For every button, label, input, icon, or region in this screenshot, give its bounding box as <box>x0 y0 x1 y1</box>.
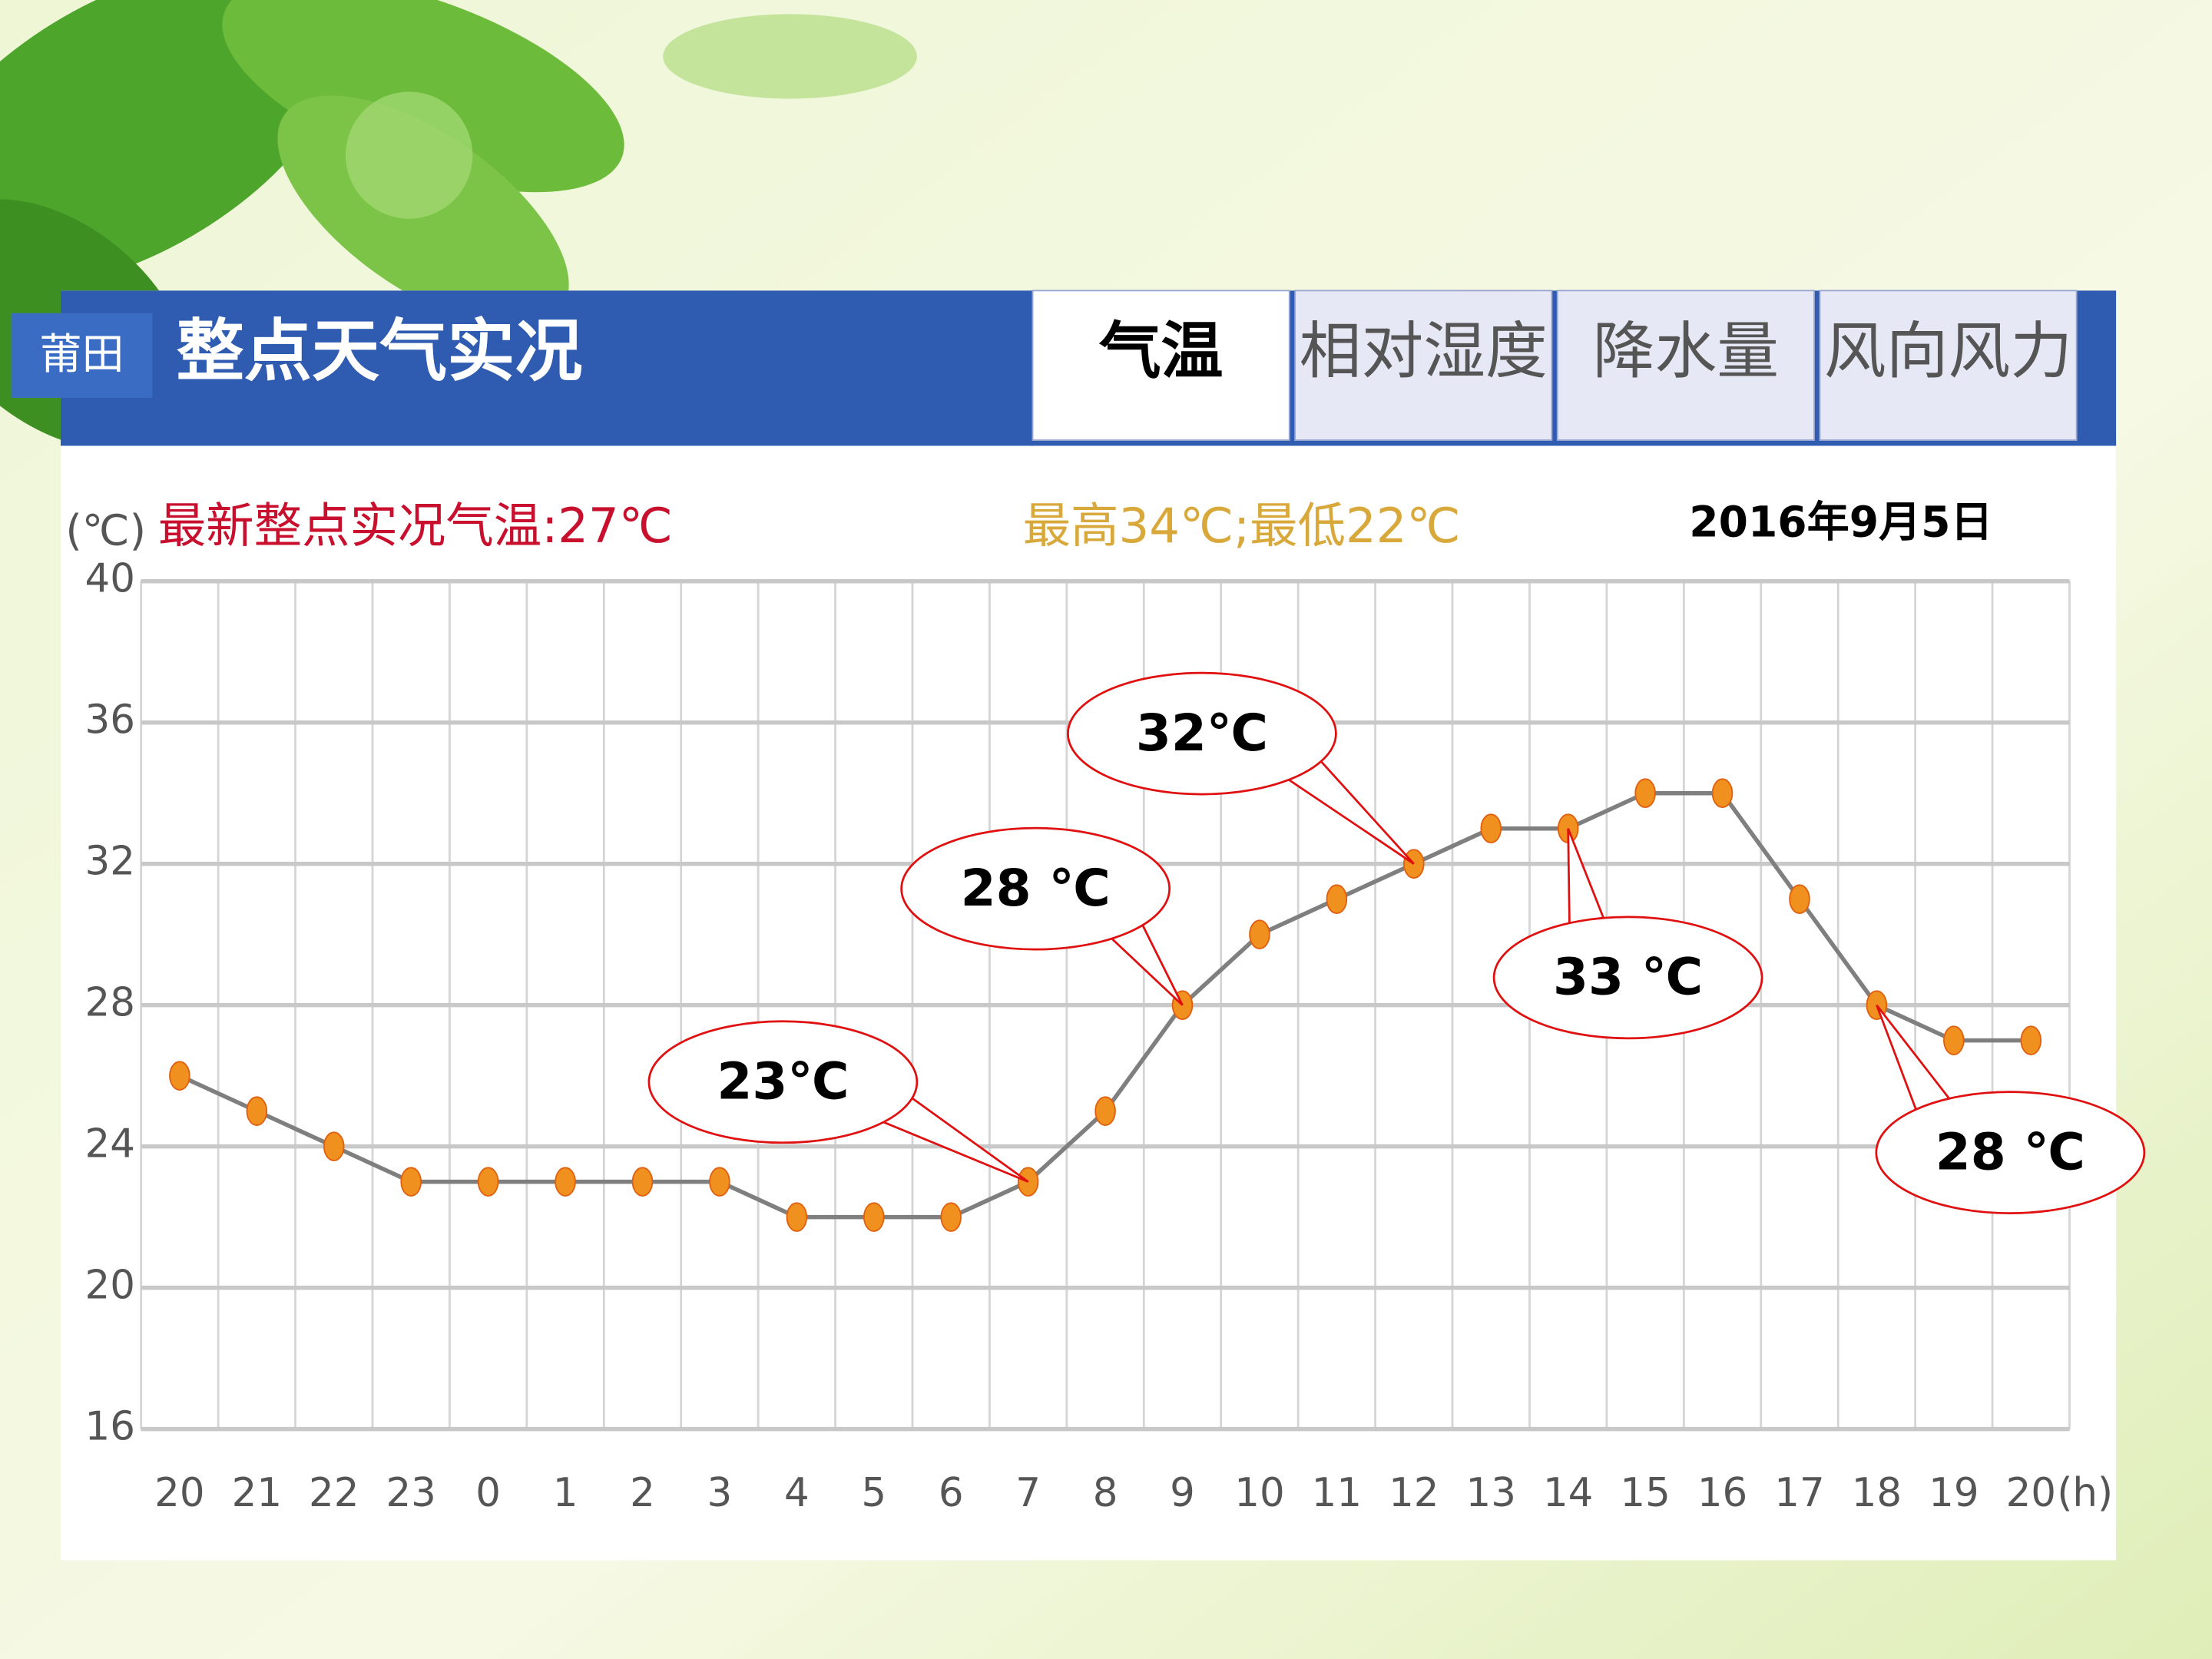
callout-join <box>1923 1103 1953 1131</box>
marker <box>555 1167 576 1197</box>
city: 莆田 <box>39 329 124 379</box>
x-tick-label: 10 <box>1234 1470 1284 1516</box>
tab-label[interactable]: 气温 <box>1099 316 1224 388</box>
marker <box>1094 1096 1116 1126</box>
marker <box>1249 919 1270 949</box>
callout <box>647 1020 919 1144</box>
callout-label: 28 ℃ <box>1936 1122 2085 1181</box>
y-unit: (℃) <box>65 505 146 555</box>
x-tick-label: 15 <box>1620 1470 1670 1516</box>
marker <box>863 1202 885 1232</box>
marker <box>246 1096 268 1126</box>
y-tick-label: 32 <box>85 839 135 885</box>
x-tick-label: 3 <box>707 1470 733 1516</box>
tab-label[interactable]: 风向风力 <box>1824 316 2072 388</box>
marker <box>400 1167 422 1197</box>
latest-temp: 最新整点实况气温:27℃ <box>158 498 673 554</box>
tab[interactable] <box>1819 290 2078 441</box>
header-bar <box>60 290 1035 446</box>
x-tick-label: 9 <box>1170 1470 1195 1516</box>
marker <box>1326 884 1348 914</box>
marker <box>169 1061 190 1091</box>
y-tick-label: 20 <box>85 1263 135 1309</box>
marker <box>709 1167 730 1197</box>
x-tick-label: 20 <box>2006 1470 2056 1516</box>
city-box <box>11 313 153 398</box>
callout <box>900 826 1171 951</box>
callout-join <box>1282 743 1305 775</box>
x-tick-label: 4 <box>784 1470 810 1516</box>
x-tick-label: 6 <box>939 1470 964 1516</box>
x-unit: (h) <box>2057 1470 2113 1516</box>
x-tick-label: 17 <box>1774 1470 1824 1516</box>
marker <box>631 1167 654 1197</box>
callout <box>1492 916 1763 1040</box>
x-tick-label: 13 <box>1466 1470 1516 1516</box>
marker <box>1943 1025 1965 1055</box>
callout <box>1067 671 1337 796</box>
x-tick-label: 19 <box>1929 1470 1979 1516</box>
callout-join <box>1107 903 1133 934</box>
tab-label[interactable]: 降水量 <box>1593 316 1779 388</box>
marker <box>1634 778 1656 808</box>
x-tick-label: 8 <box>1093 1470 1118 1516</box>
x-tick-label: 14 <box>1543 1470 1593 1516</box>
marker <box>323 1131 345 1161</box>
x-tick-label: 22 <box>309 1470 359 1516</box>
x-tick-label: 7 <box>1015 1470 1041 1516</box>
callout-join <box>873 1083 892 1118</box>
date: 2016年9月5日 <box>1689 497 1992 546</box>
x-tick-label: 0 <box>475 1470 501 1516</box>
callout-label: 32℃ <box>1136 704 1268 763</box>
x-tick-label: 21 <box>232 1470 282 1516</box>
x-tick-label: 2 <box>630 1470 655 1516</box>
x-tick-label: 5 <box>861 1470 886 1516</box>
callout-join <box>1571 923 1605 942</box>
y-tick-label: 40 <box>85 556 135 602</box>
marker <box>940 1202 962 1232</box>
header-title: 整点天气实况 <box>177 311 583 390</box>
x-tick-label: 16 <box>1697 1470 1747 1516</box>
x-tick-label: 23 <box>386 1470 435 1516</box>
y-tick-label: 16 <box>85 1404 135 1450</box>
x-tick-label: 18 <box>1852 1470 1902 1516</box>
x-tick-label: 12 <box>1389 1470 1439 1516</box>
x-tick-label: 11 <box>1312 1470 1362 1516</box>
tab[interactable] <box>1556 290 1815 441</box>
callout <box>1875 1091 2146 1214</box>
y-tick-label: 28 <box>85 980 135 1026</box>
callout-label: 28 ℃ <box>961 859 1111 918</box>
range-text: 最高34℃;最低22℃ <box>1023 498 1461 554</box>
tab[interactable] <box>1031 290 1290 441</box>
marker <box>477 1167 499 1197</box>
marker <box>2020 1025 2042 1055</box>
marker <box>1480 813 1502 843</box>
y-tick-label: 36 <box>85 697 135 743</box>
tab-label[interactable]: 相对湿度 <box>1300 316 1548 388</box>
marker <box>1789 884 1810 914</box>
tab[interactable] <box>1294 290 1553 441</box>
x-tick-label: 1 <box>553 1470 578 1516</box>
y-tick-label: 24 <box>85 1121 135 1167</box>
callout-label: 33 ℃ <box>1553 948 1703 1007</box>
callout-label: 23℃ <box>717 1052 849 1111</box>
marker <box>1711 778 1734 808</box>
x-tick-label: 20 <box>154 1470 204 1516</box>
marker <box>786 1202 808 1232</box>
